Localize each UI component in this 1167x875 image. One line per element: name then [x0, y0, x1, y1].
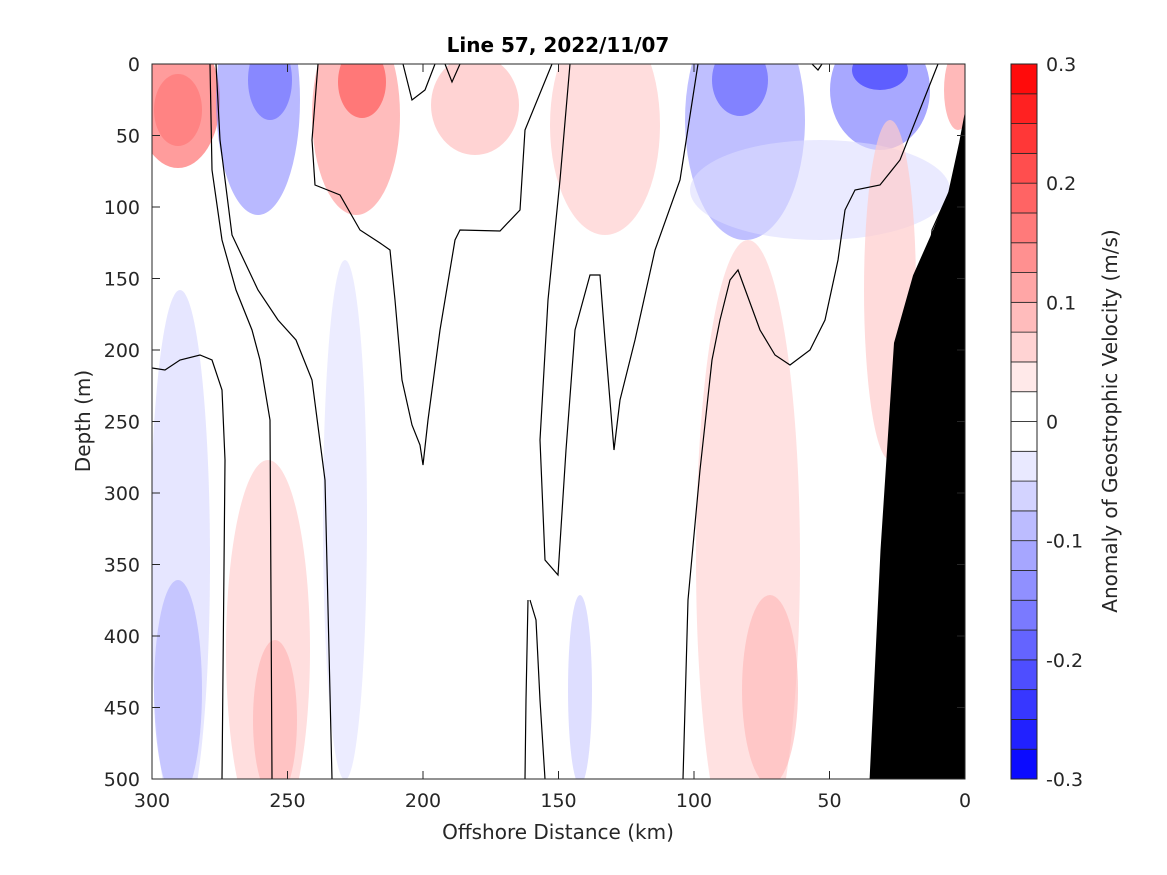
colorbar-level [1010, 450, 1038, 482]
anomaly-pos-3km [944, 64, 965, 130]
bathymetry [869, 114, 965, 779]
colorbar-level [1010, 361, 1038, 393]
colorbar-level [1010, 391, 1038, 422]
colorbar-tick-label: 0 [1046, 412, 1058, 434]
zero-contour [311, 64, 553, 466]
y-tick-label: 500 [104, 769, 140, 791]
x-tick-label: 0 [959, 790, 971, 812]
x-tick-label: 250 [269, 790, 305, 812]
colorbar-level [1010, 272, 1038, 303]
zero-contour [811, 64, 823, 71]
colorbar-tick-label: -0.2 [1046, 650, 1083, 672]
x-tick-label: 300 [134, 790, 170, 812]
colorbar-level [1010, 182, 1038, 214]
y-tick-label: 100 [104, 197, 140, 219]
anomaly-field [152, 64, 965, 779]
colorbar-level [1010, 599, 1038, 631]
colorbar-level [1010, 212, 1038, 244]
colorbar-level [1010, 480, 1038, 512]
y-tick-label: 350 [104, 555, 140, 577]
colorbar-tick-label: -0.3 [1046, 769, 1083, 791]
zero-contours [152, 64, 951, 779]
y-tick-label: 300 [104, 483, 140, 505]
y-tick-label: 50 [116, 126, 140, 148]
colorbar-level [1010, 570, 1038, 601]
anomaly-pos-222km-core [338, 64, 386, 118]
colorbar-tick-label: -0.1 [1046, 531, 1083, 553]
zero-contour [539, 64, 699, 577]
colorbar-label: Anomaly of Geostrophic Velocity (m/s) [1098, 229, 1122, 612]
zero-contour [402, 64, 436, 102]
y-tick-label: 200 [104, 340, 140, 362]
chart-title: Line 57, 2022/11/07 [447, 33, 670, 57]
y-axis: 0 50 100 150 200 250 300 350 400 450 500 [104, 54, 965, 791]
anomaly-neg-deep-145km [568, 595, 592, 779]
y-tick-label: 0 [128, 54, 140, 76]
zero-contour [529, 599, 546, 779]
anomaly-neg-deep-228km [323, 260, 367, 779]
colorbar-level [1010, 748, 1038, 780]
zero-contour [152, 354, 226, 779]
anomaly-neg-30km-core [852, 64, 908, 90]
x-tick-label: 50 [817, 790, 841, 812]
anomaly-neg-82km-core [712, 64, 768, 116]
anomaly-pos-300km-core [154, 74, 202, 146]
anomaly-pos-deep-255km-core [253, 640, 297, 779]
anomaly-neg-deep-west-core [154, 580, 202, 779]
colorbar: 0.3 0.2 0.1 0 -0.1 -0.2 -0.3 [1010, 54, 1083, 791]
y-tick-label: 400 [104, 626, 140, 648]
y-tick-label: 150 [104, 269, 140, 291]
colorbar-level [1010, 331, 1038, 363]
colorbar-tick-label: 0.2 [1046, 173, 1076, 195]
colorbar-tick-label: 0.3 [1046, 54, 1076, 76]
zero-contour [524, 599, 529, 779]
zero-contour [444, 64, 461, 84]
colorbar-level [1010, 93, 1038, 124]
y-tick-label: 450 [104, 698, 140, 720]
colorbar-level [1010, 421, 1038, 452]
colorbar-level [1010, 659, 1038, 691]
colorbar-level [1010, 540, 1038, 571]
colorbar-level [1010, 629, 1038, 661]
anomaly-pos-deep-78km-core [742, 595, 798, 779]
zero-contour [209, 64, 273, 779]
y-tick-label: 250 [104, 412, 140, 434]
anomaly-neg-255km-core [248, 64, 292, 120]
zero-contour [682, 64, 939, 779]
colorbar-level [1010, 301, 1038, 333]
colorbar-level [1010, 689, 1038, 720]
colorbar-level [1010, 510, 1038, 542]
anomaly-pos-175km [431, 64, 519, 155]
colorbar-tick-label: 0.1 [1046, 292, 1076, 314]
zero-contour [215, 64, 333, 779]
anomaly-pos-deep-78km [696, 240, 800, 779]
colorbar-frame [1010, 63, 1038, 780]
colorbar-level [1010, 719, 1038, 750]
y-axis-label: Depth (m) [71, 370, 95, 472]
colorbar-level [1010, 242, 1038, 273]
colorbar-level [1010, 152, 1038, 184]
x-tick-label: 200 [405, 790, 441, 812]
x-tick-label: 100 [676, 790, 712, 812]
anomaly-pos-145km [550, 64, 660, 235]
colorbar-level [1010, 123, 1038, 154]
x-tick-label: 150 [540, 790, 576, 812]
colorbar-level [1010, 63, 1038, 95]
x-axis-label: Offshore Distance (km) [442, 820, 674, 844]
anomaly-neg-30km [830, 64, 930, 150]
x-axis: 300 250 200 150 100 50 0 [134, 64, 971, 812]
